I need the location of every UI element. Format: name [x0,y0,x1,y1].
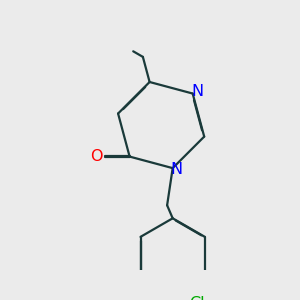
Text: N: N [191,84,203,99]
Text: Cl: Cl [189,296,205,300]
Text: N: N [170,163,182,178]
Text: O: O [90,149,102,164]
